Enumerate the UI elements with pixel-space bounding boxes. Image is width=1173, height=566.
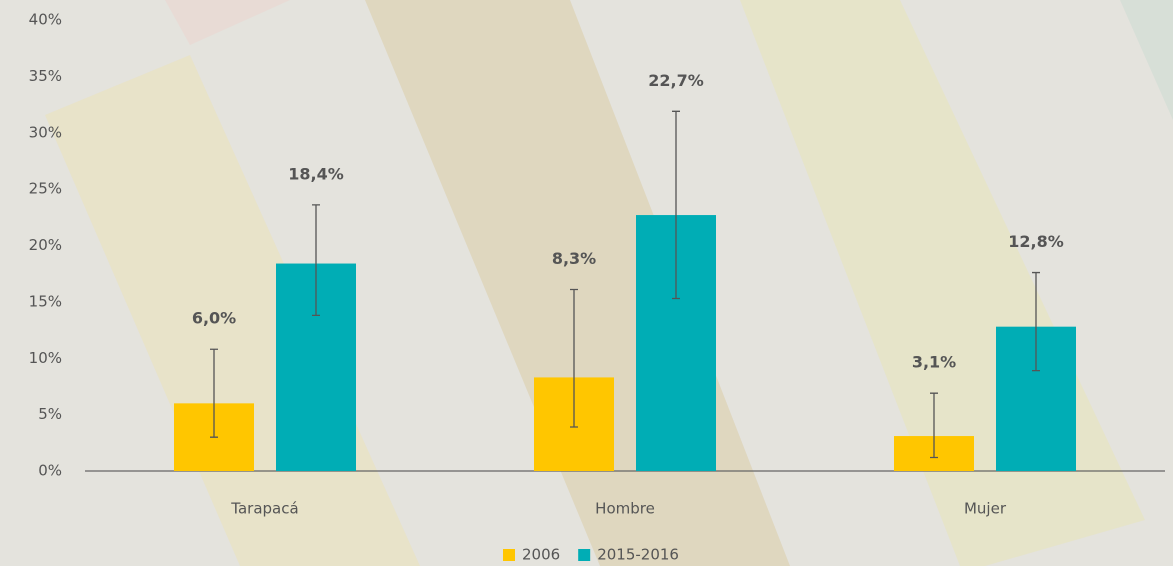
value-label: 22,7%: [648, 71, 704, 90]
legend-swatch: [578, 549, 591, 561]
y-tick-label: 10%: [29, 349, 62, 367]
stripe: [165, 0, 290, 45]
y-tick-label: 0%: [38, 462, 62, 480]
error-bar: [210, 348, 218, 438]
y-tick-label: 15%: [29, 292, 62, 310]
value-label: 6,0%: [192, 309, 236, 328]
y-tick-label: 30%: [29, 123, 62, 141]
x-tick-label: Tarapacá: [230, 500, 298, 518]
value-label: 3,1%: [912, 353, 956, 372]
value-label: 8,3%: [552, 249, 596, 268]
legend-label: 2006: [522, 546, 560, 564]
legend-label: 2015-2016: [597, 546, 679, 564]
y-tick-label: 5%: [38, 405, 62, 423]
stripe: [1120, 0, 1173, 120]
error-bar: [672, 110, 680, 300]
legend-swatch: [503, 549, 515, 561]
value-label: 18,4%: [288, 164, 344, 183]
error-bar: [1032, 271, 1040, 372]
x-tick-label: Mujer: [964, 500, 1007, 518]
error-bar: [930, 392, 938, 459]
y-tick-label: 35%: [29, 67, 62, 85]
y-tick-label: 20%: [29, 236, 62, 254]
y-tick-label: 40%: [29, 11, 62, 29]
error-bar: [312, 204, 320, 317]
value-label: 12,8%: [1008, 232, 1064, 251]
y-tick-label: 25%: [29, 180, 62, 198]
error-bar: [570, 288, 578, 428]
x-tick-label: Hombre: [595, 500, 655, 518]
